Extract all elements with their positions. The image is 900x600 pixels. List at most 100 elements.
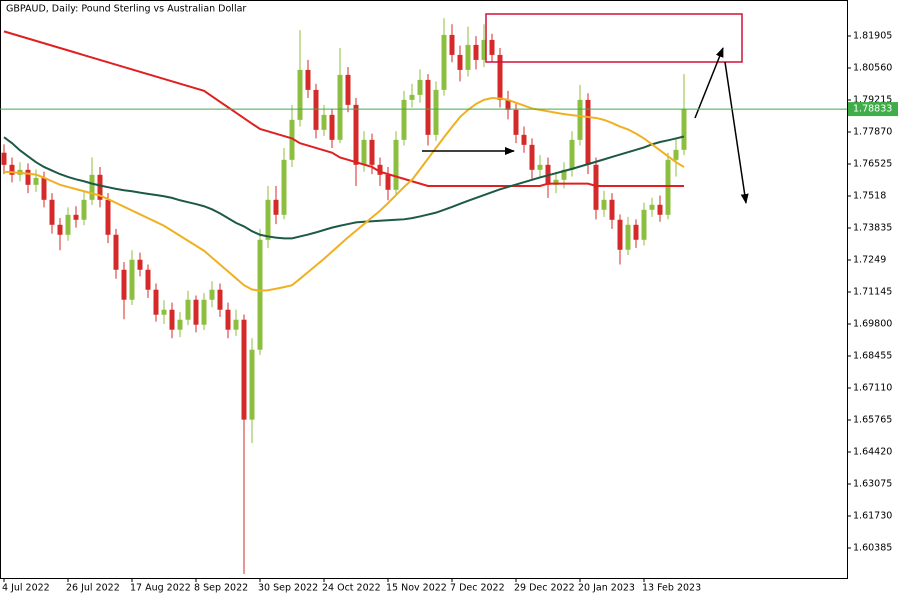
candle-body [457, 54, 463, 70]
candle-body [57, 224, 63, 235]
candle-body [89, 174, 95, 200]
candle-body [441, 34, 447, 90]
y-tick-label: 1.73835 [853, 222, 892, 233]
x-tick-label: 30 Sep 2022 [258, 583, 318, 594]
y-tick-label: 1.80560 [853, 62, 892, 73]
candle-body [225, 309, 231, 330]
candle-body [113, 234, 119, 270]
x-tick-label: 17 Aug 2022 [130, 583, 191, 594]
candle-body [289, 119, 295, 160]
candle-body [481, 39, 487, 60]
x-tick-label: 8 Sep 2022 [194, 583, 248, 594]
candle-body [329, 114, 335, 140]
x-tick-label: 29 Dec 2022 [514, 583, 575, 594]
candle-body [601, 199, 607, 210]
price-label-box [848, 102, 898, 117]
candle-body [121, 269, 127, 300]
candle-body [417, 79, 423, 95]
y-tick-label: 1.77870 [853, 126, 892, 137]
candle-body [569, 139, 575, 170]
candle-body [81, 199, 87, 220]
price-label: 1.78833 [853, 104, 892, 115]
candle-body [233, 319, 239, 330]
candle-body [137, 259, 143, 270]
candle-body [553, 179, 559, 185]
candle-body [97, 174, 103, 200]
plot-area [1, 18, 687, 574]
candle-body [185, 299, 191, 320]
candle-body [273, 199, 279, 215]
candle-body [385, 174, 391, 190]
candle-body [265, 199, 271, 240]
candle-body [641, 209, 647, 240]
y-tick-label: 1.60385 [853, 542, 892, 553]
candle-body [305, 69, 311, 90]
candle-body [369, 139, 375, 165]
candle-body [673, 149, 679, 160]
candle-body [489, 39, 495, 55]
candle-body [473, 44, 479, 60]
candle-body [649, 204, 655, 210]
y-tick-label: 1.76525 [853, 158, 892, 169]
candle-body [193, 299, 199, 325]
y-tick-label: 1.65765 [853, 414, 892, 425]
x-tick-label: 4 Jul 2022 [2, 583, 50, 594]
candle-body [73, 214, 79, 220]
candle-body [529, 144, 535, 170]
candle-body [393, 139, 399, 190]
candle-body [585, 99, 591, 165]
x-tick-label: 15 Nov 2022 [386, 583, 447, 594]
candle-body [129, 259, 135, 300]
candle-body [665, 159, 671, 215]
y-tick-label: 1.68455 [853, 350, 892, 361]
zone-box [485, 13, 743, 63]
y-tick-label: 1.63075 [853, 478, 892, 489]
candle-body [201, 299, 207, 325]
candle-body [105, 199, 111, 235]
arrow [694, 47, 724, 119]
candle-body [465, 44, 471, 70]
arrow [724, 61, 749, 204]
candle-body [241, 319, 247, 420]
y-tick-label: 1.81905 [853, 30, 892, 41]
candle-body [177, 319, 183, 330]
candle-body [9, 164, 15, 175]
candle-body [433, 89, 439, 135]
candle-body [345, 74, 351, 105]
y-tick-label: 1.64420 [853, 446, 892, 457]
candle-body [321, 114, 327, 130]
candle-body [313, 89, 319, 130]
x-tick-label: 13 Feb 2023 [642, 583, 701, 594]
candle-body [161, 309, 167, 315]
candle-body [353, 104, 359, 165]
moving-average [3, 96, 685, 292]
moving-average [3, 30, 684, 188]
candle-body [145, 269, 151, 290]
candle-body [537, 164, 543, 170]
y-tick-label: 1.69800 [853, 318, 892, 329]
candle-body [169, 309, 175, 330]
x-tick-label: 24 Oct 2022 [322, 583, 381, 594]
candle-body [297, 69, 303, 120]
candle-body [561, 169, 567, 180]
candle-body [209, 289, 215, 300]
candle-body [33, 177, 39, 185]
candle-body [361, 139, 367, 165]
candle-body [409, 94, 415, 100]
candle-body [337, 74, 343, 140]
candle-body [521, 134, 527, 145]
y-tick-label: 1.61730 [853, 510, 892, 521]
y-tick-label: 1.79215 [853, 94, 892, 105]
y-tick-label: 1.7249 [853, 254, 886, 265]
candle-body [49, 199, 55, 225]
plot-frame [0, 0, 848, 579]
candle-body [681, 109, 687, 150]
candle-body [513, 109, 519, 135]
candle-body [1, 152, 7, 165]
candle-body [249, 349, 255, 420]
candle-body [505, 99, 511, 110]
candle-body [657, 204, 663, 215]
candle-body [377, 164, 383, 175]
